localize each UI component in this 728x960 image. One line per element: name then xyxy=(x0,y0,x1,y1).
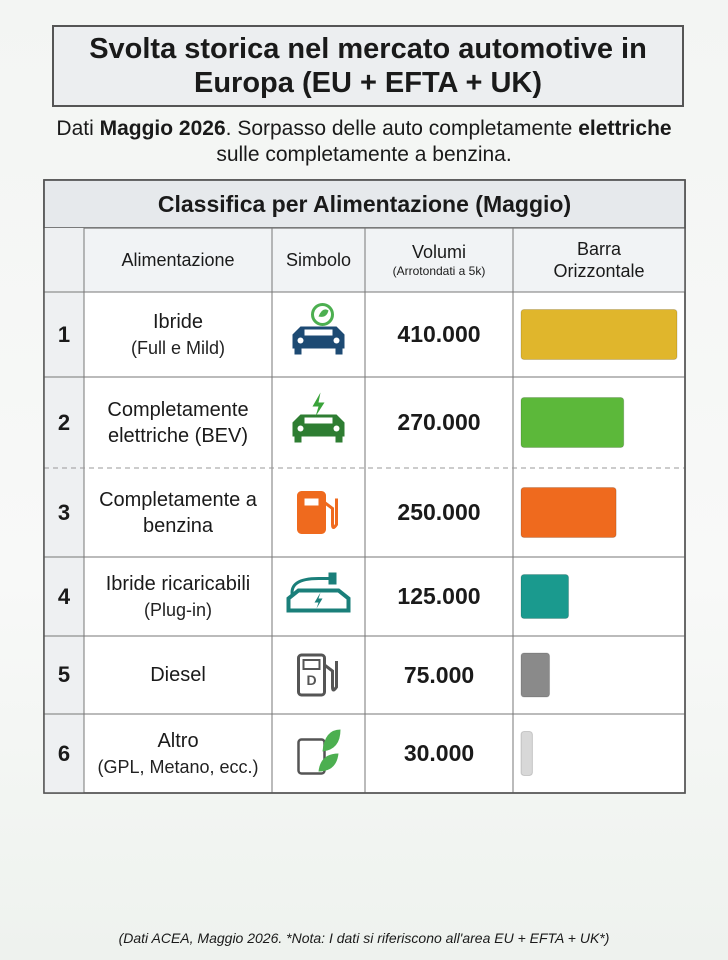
fuel-name: Ibride xyxy=(152,310,204,333)
name-cell: Ibride ricaricabili (Plug-in) xyxy=(88,557,268,636)
name-cell: Completamente a benzina xyxy=(88,468,268,557)
name-cell: Altro (GPL, Metano, ecc.) xyxy=(88,714,268,793)
plug-car xyxy=(286,588,351,613)
rank: 1 xyxy=(57,321,71,347)
fuel-name: Altro xyxy=(157,729,199,752)
rank: 3 xyxy=(57,499,71,525)
car-light xyxy=(333,337,340,344)
table-border xyxy=(43,179,686,794)
car-light xyxy=(297,425,304,432)
fuel-icon xyxy=(292,392,345,443)
volume: 75.000 xyxy=(403,661,475,688)
pump-letter: D xyxy=(306,672,316,688)
fuel-name: Ibride ricaricabili xyxy=(105,572,251,595)
subtitle-text: Dati xyxy=(56,117,100,140)
column-header: Barra Orizzontale xyxy=(553,239,645,281)
volume-bar xyxy=(520,652,551,698)
wheel xyxy=(335,348,343,355)
car-light xyxy=(333,425,340,432)
canister xyxy=(297,738,326,775)
fuel-icon: D xyxy=(297,653,338,697)
subtitle-bold: elettriche xyxy=(578,117,672,140)
subtitle-text: . Sorpasso delle auto completamente xyxy=(225,117,579,140)
column-subheader: (Arrotondati a 5k) xyxy=(392,264,486,278)
fuel-detail: (GPL, Metano, ecc.) xyxy=(97,756,259,777)
column-header: Alimentazione xyxy=(121,250,235,270)
name-cell: Ibride (Full e Mild) xyxy=(88,292,268,377)
volume: 30.000 xyxy=(403,740,475,766)
leaf xyxy=(318,309,329,317)
hose xyxy=(323,498,338,529)
bolt xyxy=(314,592,323,609)
hose xyxy=(323,661,338,692)
fuel-icon xyxy=(297,729,341,775)
volume: 270.000 xyxy=(397,409,481,435)
bolt xyxy=(312,392,325,417)
car-light xyxy=(297,337,304,344)
title-box: Svolta storica nel mercato automotive in… xyxy=(52,25,684,107)
subtitle-text: sulle completamente a benzina. xyxy=(216,143,512,166)
name-cell: Completamente elettriche (BEV) xyxy=(88,377,268,468)
leaf xyxy=(322,729,341,752)
pump-screen xyxy=(302,496,321,508)
car-window xyxy=(304,417,333,424)
volume-bar xyxy=(520,397,625,448)
column-header: Volumi xyxy=(411,242,467,262)
rank: 4 xyxy=(57,583,71,609)
fuel-detail: (Plug-in) xyxy=(143,599,213,620)
table-title: Classifica per Alimentazione (Maggio) xyxy=(157,190,572,217)
fuel-name: Completamente elettriche (BEV) xyxy=(107,398,249,447)
plug xyxy=(328,572,337,585)
rank: 5 xyxy=(57,662,71,687)
fuel-name: Diesel xyxy=(150,664,206,686)
volume: 125.000 xyxy=(397,583,481,609)
volume: 250.000 xyxy=(397,499,481,525)
volume-bar xyxy=(520,487,617,538)
footer: (Dati ACEA, Maggio 2026. *Nota: I dati s… xyxy=(118,930,610,946)
title: Svolta storica nel mercato automotive in… xyxy=(89,33,647,99)
leaf xyxy=(318,753,339,772)
rank: 2 xyxy=(57,409,71,435)
car-window xyxy=(304,329,333,336)
rank: 6 xyxy=(57,740,71,766)
fuel-name: Completamente a benzina xyxy=(99,488,257,537)
fuel-icon xyxy=(286,572,351,613)
rank-col-bg xyxy=(44,228,84,793)
wheel xyxy=(335,436,343,443)
name-cell: Diesel xyxy=(88,636,268,714)
pump-screen xyxy=(302,659,321,670)
volume-bar xyxy=(520,309,678,360)
volume-bar xyxy=(520,731,533,776)
wheel xyxy=(294,436,302,443)
cable xyxy=(290,577,329,597)
wheel xyxy=(294,348,302,355)
fuel-icon xyxy=(297,491,338,534)
leaf-ring xyxy=(311,303,334,326)
subtitle-bold: Maggio 2026 xyxy=(99,117,226,140)
volume: 410.000 xyxy=(397,321,481,347)
column-header: Simbolo xyxy=(285,250,352,270)
subtitle: Dati Maggio 2026. Sorpasso delle auto co… xyxy=(40,116,688,168)
fuel-icon xyxy=(292,303,345,355)
volume-bar xyxy=(520,574,570,619)
fuel-detail: (Full e Mild) xyxy=(130,337,225,358)
column-header: Volumi (Arrotondati a 5k) xyxy=(365,228,513,292)
